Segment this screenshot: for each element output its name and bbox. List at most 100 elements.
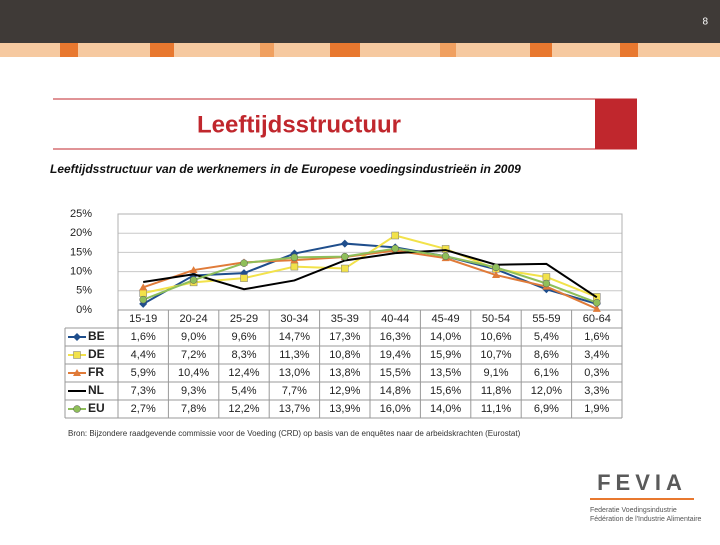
logo-line: Fédération de l'Industrie Alimentaire bbox=[590, 516, 702, 523]
table-cell: 12,4% bbox=[228, 367, 259, 379]
table-cell: 7,8% bbox=[181, 403, 206, 415]
table-cell: 10,8% bbox=[329, 349, 360, 361]
table-cell: 14,8% bbox=[380, 385, 411, 397]
table-cell: 0,3% bbox=[584, 367, 609, 379]
chart-title: Leeftijdsstructuur van de werknemers in … bbox=[50, 162, 521, 176]
table-cell: 13,5% bbox=[430, 367, 461, 379]
top-bar bbox=[0, 0, 720, 43]
table-cell: 13,0% bbox=[279, 367, 310, 379]
marker bbox=[139, 295, 147, 304]
table-cell: 12,0% bbox=[531, 385, 562, 397]
legend-label: DE bbox=[88, 347, 105, 361]
logo-line: Federatie Voedingsindustrie bbox=[590, 507, 677, 514]
table-cell: 10,6% bbox=[480, 331, 511, 343]
slide-title: Leeftijdsstructuur bbox=[197, 111, 401, 138]
page-number: 8 bbox=[702, 17, 708, 28]
table-cell: 6,9% bbox=[534, 403, 559, 415]
y-tick-label: 20% bbox=[70, 227, 92, 239]
plot-border bbox=[117, 213, 623, 311]
marker bbox=[139, 283, 148, 291]
table-cell: 5,4% bbox=[231, 385, 256, 397]
table-cell: 16,0% bbox=[380, 403, 411, 415]
marker bbox=[340, 239, 349, 248]
marker bbox=[542, 279, 551, 288]
table-cell: 1,6% bbox=[131, 331, 156, 343]
table-cell: 16,3% bbox=[380, 331, 411, 343]
y-tick-label: 0% bbox=[76, 304, 92, 316]
table-cell: 12,2% bbox=[228, 403, 259, 415]
marker bbox=[73, 369, 81, 376]
table-cell: 10,4% bbox=[178, 367, 209, 379]
x-tick-label: 30-34 bbox=[280, 313, 308, 325]
table-cell: 14,0% bbox=[430, 403, 461, 415]
table-cell: 13,8% bbox=[329, 367, 360, 379]
table-cell: 8,3% bbox=[231, 349, 256, 361]
table-cell: 9,1% bbox=[483, 367, 508, 379]
x-tick-label: 40-44 bbox=[381, 313, 409, 325]
table-cell: 7,2% bbox=[181, 349, 206, 361]
table-cell: 6,1% bbox=[534, 367, 559, 379]
table-cell: 3,3% bbox=[584, 385, 609, 397]
marker bbox=[73, 351, 81, 359]
series-line bbox=[142, 242, 598, 305]
marker bbox=[391, 231, 399, 240]
marker bbox=[441, 252, 450, 260]
table-cell: 12,9% bbox=[329, 385, 360, 397]
table-cell: 13,7% bbox=[279, 403, 310, 415]
marker bbox=[341, 264, 349, 273]
table-cell: 7,7% bbox=[282, 385, 307, 397]
table-cell: 7,3% bbox=[131, 385, 156, 397]
table-cell: 17,3% bbox=[329, 331, 360, 343]
x-tick-label: 45-49 bbox=[432, 313, 460, 325]
marker bbox=[73, 405, 81, 413]
y-tick-label: 25% bbox=[70, 208, 92, 220]
x-tick-label: 20-24 bbox=[180, 313, 208, 325]
table-cell: 10,7% bbox=[480, 349, 511, 361]
source: Bron: Bijzondere raadgevende commissie v… bbox=[68, 429, 521, 438]
y-tick-label: 5% bbox=[76, 285, 92, 297]
table-cell: 5,9% bbox=[131, 367, 156, 379]
table-cell: 15,9% bbox=[430, 349, 461, 361]
table-cell: 13,9% bbox=[329, 403, 360, 415]
series-line bbox=[142, 249, 598, 310]
table-cell: 9,3% bbox=[181, 385, 206, 397]
table-cell: 2,7% bbox=[131, 403, 156, 415]
marker bbox=[542, 273, 551, 281]
table-cell: 5,4% bbox=[534, 331, 559, 343]
marker bbox=[189, 266, 198, 274]
marker bbox=[441, 245, 450, 253]
x-tick-label: 55-59 bbox=[532, 313, 560, 325]
table-cell: 9,0% bbox=[181, 331, 206, 343]
marker bbox=[592, 304, 601, 312]
legend-label: BE bbox=[88, 329, 105, 343]
legend-label: NL bbox=[88, 383, 104, 397]
marker bbox=[290, 262, 299, 271]
y-tick-label: 10% bbox=[70, 266, 92, 278]
legend-label: EU bbox=[88, 401, 105, 415]
table-cell: 11,3% bbox=[279, 349, 310, 361]
series-line bbox=[142, 247, 598, 304]
x-tick-label: 35-39 bbox=[331, 313, 359, 325]
marker bbox=[290, 253, 299, 262]
stripe bbox=[0, 43, 720, 57]
table-cell: 19,4% bbox=[380, 349, 411, 361]
table-cell: 11,1% bbox=[481, 403, 512, 415]
marker bbox=[240, 274, 248, 282]
marker bbox=[492, 271, 500, 279]
table-cell: 14,7% bbox=[279, 331, 310, 343]
table-cell: 1,6% bbox=[584, 331, 609, 343]
x-tick-label: 60-64 bbox=[583, 313, 611, 325]
logo: FEVIA bbox=[597, 470, 687, 495]
series-line bbox=[143, 249, 598, 299]
table-cell: 3,4% bbox=[584, 349, 609, 361]
legend-label: FR bbox=[88, 365, 104, 379]
chart: 0% 5% 10% 15% 20% 25% 15-19 20-24 25-29 30-34 35-3… bbox=[64, 208, 623, 419]
title-block bbox=[595, 99, 637, 149]
table-cell: 15,5% bbox=[380, 367, 411, 379]
marker bbox=[189, 276, 198, 284]
marker bbox=[73, 333, 81, 341]
table-cell: 15,6% bbox=[430, 385, 461, 397]
table-cell: 8,6% bbox=[534, 349, 559, 361]
marker bbox=[391, 244, 399, 253]
